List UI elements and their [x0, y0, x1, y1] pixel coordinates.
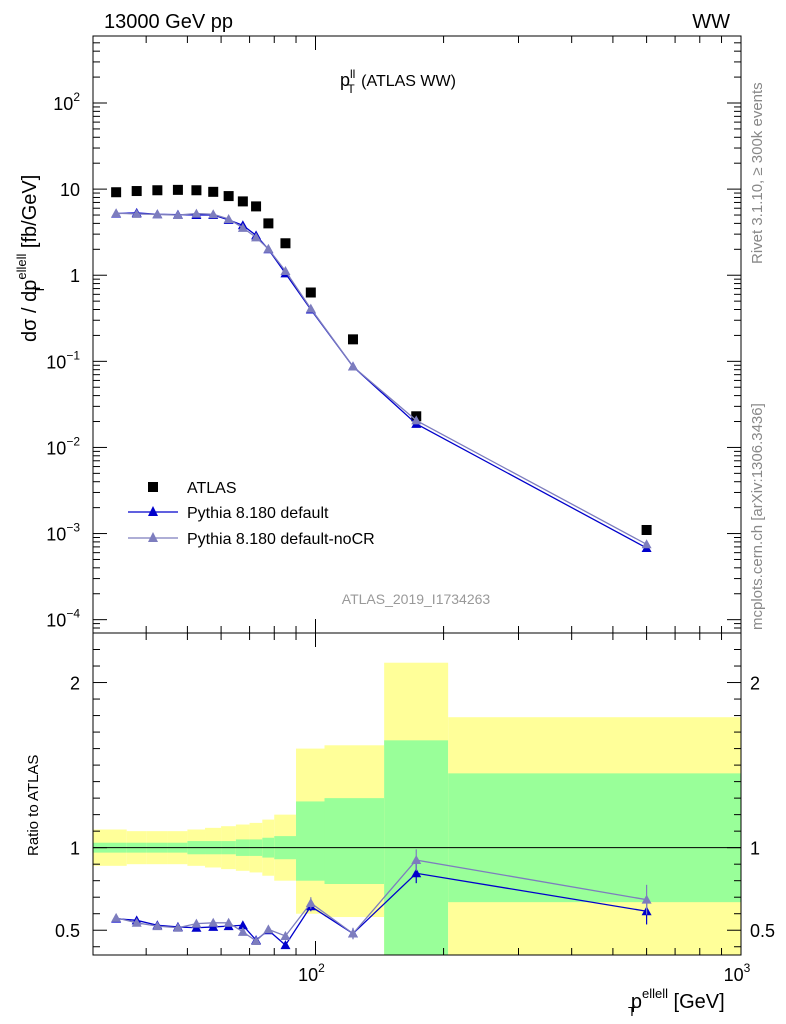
mc-marker-2-9: [263, 243, 274, 253]
mc-marker-2-4: [191, 208, 202, 218]
ratio-plot-area: [93, 847, 741, 950]
mc-marker-2-3: [172, 210, 183, 220]
x-axis-label: pellell T [GeV]: [628, 986, 725, 1019]
legend-marker-default: [148, 506, 158, 516]
atlas-point-3: [172, 184, 183, 195]
ratio-frame: [92, 632, 742, 956]
ratio-y-tick-label-left-2: 2: [70, 674, 80, 694]
ratio-marker-1-5: [208, 917, 219, 927]
legend-marker-atlas: [148, 482, 158, 492]
band-stat-11: [296, 801, 325, 881]
legend-marker-nocr: [148, 532, 158, 542]
main-y-tick-label-2: 10−2: [46, 434, 80, 458]
main-plot-area: [111, 184, 652, 552]
x-label-superscript: ellell: [642, 986, 668, 1001]
mc-marker-2-1: [131, 208, 142, 218]
main-y-tick-label-5: 10: [60, 180, 80, 200]
ratio-marker-1-1: [131, 917, 142, 927]
ratio-marker-1-4: [191, 918, 202, 928]
main-y-axis-label: dσ / dpellellT [fb/GeV]: [14, 175, 47, 342]
legend-label-nocr: Pythia 8.180 default-noCR: [187, 531, 375, 548]
atlas-point-12: [347, 334, 358, 345]
plot-title: pll T (ATLAS WW): [340, 67, 456, 96]
title-superscript: ll: [350, 67, 355, 81]
mc-marker-2-12: [347, 361, 358, 371]
ratio-marker-0-7: [237, 920, 248, 930]
ratio-marker-0-10: [280, 940, 291, 950]
y-label-pre: dσ / dp: [19, 280, 41, 342]
ratio-marker-1-3: [172, 922, 183, 932]
main-y-tick-label-3: 10−1: [46, 348, 80, 372]
main-y-tick-label-6: 102: [53, 90, 80, 114]
ratio-marker-1-13: [411, 855, 422, 865]
x-label-post: [GeV]: [668, 991, 725, 1013]
main-y-tick-label-0: 10−4: [46, 607, 80, 631]
atlas-point-1: [131, 186, 142, 197]
ratio-marker-1-0: [111, 912, 122, 922]
mc-marker-2-13: [411, 415, 422, 425]
x-label-subscript: T: [628, 1004, 636, 1019]
mc-line-1: [116, 212, 647, 549]
analysis-watermark: ATLAS_2019_I1734263: [342, 591, 491, 607]
atlas-point-11: [305, 287, 316, 298]
legend-label-default: Pythia 8.180 default: [187, 505, 329, 522]
main-y-tick-label-4: 1: [70, 266, 80, 286]
legend: ATLAS Pythia 8.180 default Pythia 8.180 …: [128, 480, 375, 548]
atlas-point-6: [223, 191, 234, 202]
ratio-y-tick-label-left-0: 0.5: [55, 921, 80, 941]
title-rest: (ATLAS WW): [357, 73, 456, 90]
mc-marker-2-6: [223, 213, 234, 223]
atlas-point-14: [641, 524, 652, 535]
header-energy-label: 13000 GeV pp: [104, 11, 233, 33]
atlas-point-4: [191, 185, 202, 196]
ratio-marker-1-7: [237, 926, 248, 936]
ratio-marker-1-2: [152, 921, 163, 931]
atlas-point-7: [237, 196, 248, 207]
x-tick-label-1: 103: [724, 961, 751, 985]
x-tick-label-0: 102: [298, 961, 325, 985]
ratio-marker-1-6: [223, 917, 234, 927]
atlas-point-0: [111, 187, 122, 198]
atlas-point-5: [208, 186, 219, 197]
legend-label-atlas: ATLAS: [187, 480, 237, 497]
ratio-marker-1-8: [251, 935, 262, 945]
mcplots-label: mcplots.cern.ch [arXiv:1306.3436]: [749, 403, 766, 630]
atlas-point-9: [263, 218, 274, 229]
mc-marker-2-2: [152, 209, 163, 219]
rivet-version-label: Rivet 3.1.10, ≥ 300k events: [749, 82, 766, 264]
axes: 10−4 10−3 10−2 10−1 1 10 102 0.5 0.5 1 1 2 2 102 103: [46, 35, 775, 985]
ratio-marker-1-11: [305, 897, 316, 907]
title-main: p: [340, 70, 350, 90]
header-process-label: WW: [692, 11, 730, 33]
ratio-marker-1-12: [347, 928, 358, 938]
band-stat-14: [448, 773, 741, 903]
main-y-tick-label-1: 10−3: [46, 521, 80, 545]
mc-marker-2-8: [251, 232, 262, 242]
title-subscript: T: [347, 82, 355, 96]
x-label-pre: p: [631, 991, 642, 1013]
atlas-point-2: [152, 185, 163, 196]
ratio-marker-1-9: [263, 924, 274, 934]
y-label-superscript: ellell: [14, 253, 29, 279]
atlas-point-8: [251, 201, 262, 212]
ratio-marker-1-14: [641, 894, 652, 904]
band-stat-12: [324, 798, 385, 884]
atlas-point-10: [280, 238, 291, 249]
y-label-subscript: T: [32, 286, 47, 294]
mc-marker-2-11: [305, 303, 316, 313]
ratio-y-tick-label-right-2: 2: [750, 674, 760, 694]
ratio-y-tick-label-left-1: 1: [70, 839, 80, 859]
ratio-y-axis-label: Ratio to ATLAS: [25, 755, 42, 856]
ratio-marker-0-13: [411, 868, 422, 878]
mc-marker-2-5: [208, 209, 219, 219]
ratio-y-tick-label-right-1: 1: [750, 839, 760, 859]
mc-marker-2-10: [280, 265, 291, 275]
mc-marker-2-14: [641, 539, 652, 549]
mc-marker-2-0: [111, 208, 122, 218]
ratio-y-tick-label-right-0: 0.5: [750, 921, 775, 941]
y-label-post: [fb/GeV]: [19, 175, 41, 254]
ratio-marker-1-10: [280, 931, 291, 941]
mc-marker-2-7: [237, 222, 248, 232]
